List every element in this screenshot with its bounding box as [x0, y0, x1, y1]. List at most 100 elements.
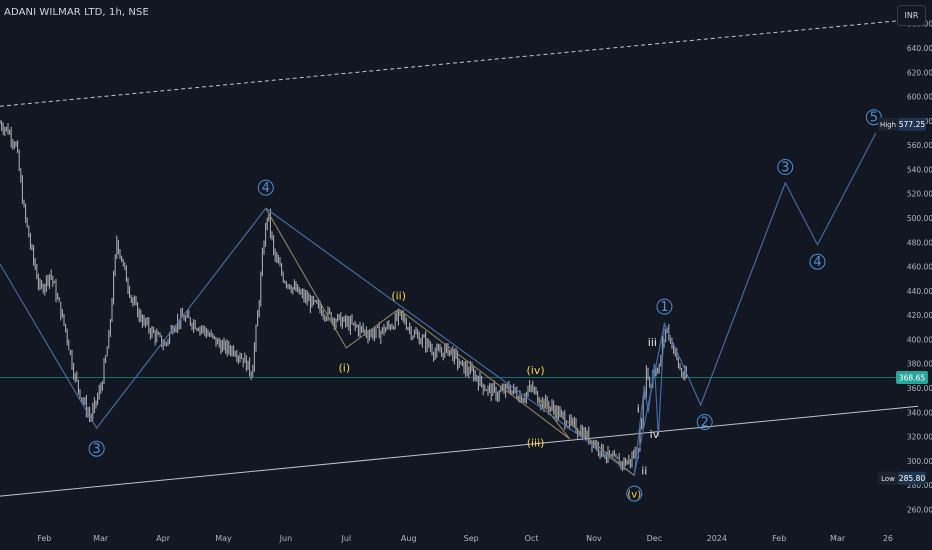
price-tick-label: 620.00: [907, 68, 932, 77]
price-tick-label: 360.00: [907, 384, 932, 393]
price-tick-label: 560.00: [907, 141, 932, 150]
price-badge-box: [898, 471, 926, 485]
time-tick-label: Jun: [279, 534, 293, 543]
price-badge: 368.65: [896, 370, 928, 384]
wave-lines-layer: [0, 132, 877, 477]
symbol-title[interactable]: ADANI WILMAR LTD, 1h, NSE: [4, 7, 149, 18]
time-tick-label: Apr: [156, 534, 171, 543]
wave-label[interactable]: 4: [257, 179, 274, 196]
time-tick-label: Mar: [830, 534, 846, 543]
price-badge-value: 368.65: [899, 373, 925, 382]
time-tick-label: 26: [883, 534, 893, 543]
time-tick-label: Oct: [525, 534, 539, 543]
time-tick-label: Sep: [464, 534, 479, 543]
time-tick-label: Feb: [37, 534, 51, 543]
wave-label-text: 3: [781, 161, 789, 176]
time-axis[interactable]: Feb Mar Apr May Jun Jul Aug Sep Oct Nov Dec 2024 Feb…: [37, 534, 893, 543]
wave-label[interactable]: (iv): [527, 364, 545, 377]
wave-label[interactable]: 3: [88, 440, 105, 457]
wave-label[interactable]: 5: [865, 109, 882, 126]
price-tick-label: 600.00: [907, 93, 932, 102]
time-tick-label: Dec: [647, 534, 662, 543]
price-axis[interactable]: 260.00 280.00 300.00 320.00 340.00 360.00 380.…: [907, 20, 932, 515]
wave-label[interactable]: 1: [656, 298, 673, 315]
wave-label[interactable]: (ii): [391, 290, 406, 303]
price-tick-label: 420.00: [907, 311, 932, 320]
currency-button[interactable]: INR: [897, 5, 926, 26]
wave-label-text: ii: [641, 465, 647, 478]
wave-label[interactable]: 3: [777, 159, 794, 176]
wave-label-text: (i): [338, 361, 350, 374]
price-tick-label: 260.00: [907, 505, 932, 514]
price-tick-label: 460.00: [907, 263, 932, 272]
price-badge-box: [898, 117, 926, 131]
price-tick-label: 640.00: [907, 44, 932, 53]
time-tick-label: Feb: [772, 534, 786, 543]
price-badge: Low 285.80: [878, 471, 926, 485]
wave-label-text: 3: [93, 442, 101, 457]
wave-label[interactable]: iv: [650, 428, 660, 441]
wave-label-text: 4: [262, 181, 270, 196]
wave-label-text: iv: [650, 428, 660, 441]
wave-label-circle: [809, 253, 826, 270]
price-badge-label: Low: [881, 475, 895, 483]
price-tick-label: 520.00: [907, 190, 932, 199]
price-badge: High 577.25: [878, 117, 926, 131]
wave-label[interactable]: ii: [641, 465, 647, 478]
price-tick-label: 480.00: [907, 238, 932, 247]
wave-label[interactable]: 4: [809, 253, 826, 270]
price-tick-label: 400.00: [907, 335, 932, 344]
time-tick-label: Jul: [340, 534, 351, 543]
wave-label-circle: [777, 159, 794, 175]
wave-label-text: i: [637, 403, 640, 416]
price-badge-value: 577.25: [899, 120, 925, 129]
wave-line-minor[interactable]: [633, 323, 665, 476]
wave-label-text: (v): [627, 490, 641, 501]
wave-label-text: 5: [870, 111, 878, 126]
price-tick-label: 440.00: [907, 287, 932, 296]
wave-label-circle: [656, 298, 673, 315]
wave-label[interactable]: (iii): [527, 437, 545, 450]
time-tick-label: Aug: [401, 534, 417, 543]
wave-label-text: 1: [660, 300, 668, 315]
time-tick-label: May: [215, 534, 232, 543]
wave-label-text: (iv): [527, 364, 545, 377]
wave-label-text: 4: [813, 255, 821, 270]
wave-label-text: 2: [701, 416, 709, 431]
price-badge-tag: [878, 471, 898, 485]
price-badge-value: 285.80: [899, 474, 925, 483]
wave-label-text: (ii): [391, 290, 406, 303]
price-badges-layer: High 577.25 368.65 Low 285.80: [878, 117, 928, 485]
price-tick-label: 300.00: [907, 457, 932, 466]
wave-label-circle: [626, 485, 643, 502]
price-tick-label: 380.00: [907, 360, 932, 369]
price-tick-label: 500.00: [907, 214, 932, 223]
trend-lines-layer: [0, 18, 919, 497]
wave-label[interactable]: i: [637, 403, 640, 416]
trend-line-solid[interactable]: [0, 405, 919, 497]
price-badge-box: [896, 370, 928, 384]
wave-label-circle: [88, 440, 105, 457]
wave-label-circle: [865, 109, 882, 126]
time-tick-label: Mar: [93, 534, 109, 543]
price-tick-label: 540.00: [907, 165, 932, 174]
price-tick-label: 340.00: [907, 408, 932, 417]
wave-label[interactable]: iii: [648, 336, 657, 349]
wave-label[interactable]: 2: [696, 414, 713, 431]
price-tick-label: 280.00: [907, 481, 932, 490]
time-tick-label: 2024: [707, 534, 727, 543]
wave-label-text: iii: [648, 336, 657, 349]
price-badge-label: High: [880, 121, 896, 129]
price-tick-label: 320.00: [907, 433, 932, 442]
wave-label-text: (iii): [527, 437, 545, 450]
wave-label[interactable]: (i): [338, 361, 350, 374]
price-badge-tag: [878, 117, 898, 131]
wave-label-circle: [257, 179, 274, 196]
wave-line-intermediate[interactable]: [265, 208, 635, 476]
time-tick-label: Nov: [586, 534, 602, 543]
wave-label[interactable]: (v): [626, 485, 643, 502]
